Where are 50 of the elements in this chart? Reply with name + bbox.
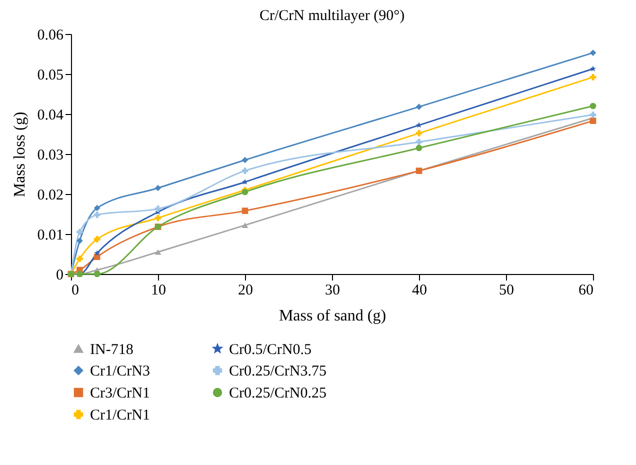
legend-label: IN-718 <box>90 342 134 358</box>
x-tick-label: 50 <box>499 282 514 298</box>
point <box>416 104 422 110</box>
point <box>76 238 83 244</box>
point <box>94 212 100 218</box>
y-tick-label: 0.04 <box>37 108 64 124</box>
point <box>154 206 162 212</box>
x-tick-label: 60 <box>578 282 594 298</box>
point <box>416 144 422 152</box>
point <box>94 250 100 256</box>
y-tick-label: 0.03 <box>37 148 64 164</box>
point <box>416 130 422 136</box>
x-tick-label: 0 <box>72 282 79 298</box>
point <box>76 256 83 262</box>
point <box>590 50 596 56</box>
y-tick-label: 0.02 <box>37 188 64 204</box>
legend-label: Cr0.25/CrN0.25 <box>229 386 326 402</box>
point <box>242 168 248 174</box>
y-tick-label: 0.05 <box>37 68 64 84</box>
x-axis-title: Mass of sand (g) <box>278 308 386 324</box>
point <box>416 138 422 146</box>
x-tick-label: 30 <box>325 282 340 298</box>
x-tick-label: 10 <box>151 282 166 298</box>
y-axis-title: Mass loss (g) <box>11 112 28 198</box>
point <box>242 222 248 228</box>
point <box>94 204 100 212</box>
x-tick-label: 20 <box>238 282 253 298</box>
point <box>94 270 100 278</box>
point <box>242 156 248 164</box>
point <box>590 112 596 118</box>
legend-label: Cr1/CrN1 <box>90 408 150 424</box>
point <box>590 102 596 110</box>
legend-label: Cr3/CrN1 <box>90 386 150 402</box>
point <box>242 208 248 214</box>
point <box>590 118 596 124</box>
point <box>154 249 162 255</box>
legend-label: Cr1/CrN3 <box>90 364 150 380</box>
point <box>154 184 162 192</box>
point <box>94 236 100 242</box>
point <box>590 74 596 80</box>
y-tick-label: 0 <box>56 268 64 284</box>
y-tick-label: 0.01 <box>37 228 64 244</box>
x-tick-label: 40 <box>412 282 427 298</box>
point <box>154 214 162 222</box>
chart-title: Cr/CrN multilayer (90°) <box>259 8 405 24</box>
y-tick-label: 0.06 <box>37 28 64 44</box>
legend-label: Cr0.25/CrN3.75 <box>229 364 326 380</box>
legend-label: Cr0.5/CrN0.5 <box>229 342 312 358</box>
point <box>76 228 83 236</box>
point <box>590 66 596 72</box>
